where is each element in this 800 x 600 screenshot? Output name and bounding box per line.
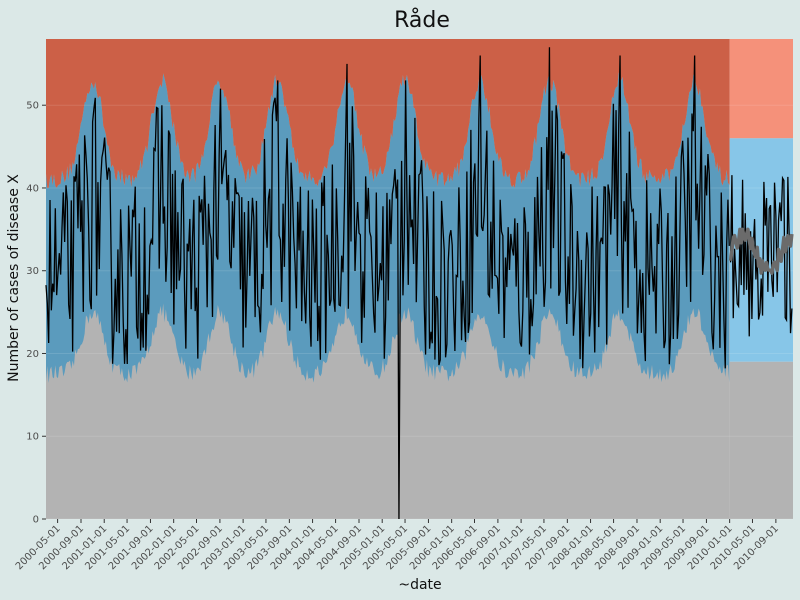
above-band <box>46 39 730 189</box>
y-tick-label: 40 <box>26 183 39 194</box>
observed-line <box>45 47 730 520</box>
x-axis: 2000-05-012000-09-012001-01-012001-05-01… <box>14 519 781 572</box>
y-tick-label: 50 <box>26 101 39 112</box>
y-tick-label: 10 <box>26 432 39 443</box>
forecast-points-line <box>728 227 794 275</box>
x-axis-label: ~date <box>398 577 441 593</box>
chart-title: Råde <box>394 7 450 33</box>
y-tick-label: 30 <box>26 266 39 277</box>
forecast-below-band <box>729 361 793 519</box>
forecast-above-band <box>729 39 793 139</box>
y-tick-label: 20 <box>26 349 39 360</box>
y-axis: 0 10 20 30 40 50 <box>26 101 46 526</box>
y-axis-label: Number of cases of disease X <box>6 174 22 382</box>
y-tick-label: 0 <box>33 515 39 526</box>
series <box>45 47 794 520</box>
forecast-observed-line <box>729 175 793 337</box>
